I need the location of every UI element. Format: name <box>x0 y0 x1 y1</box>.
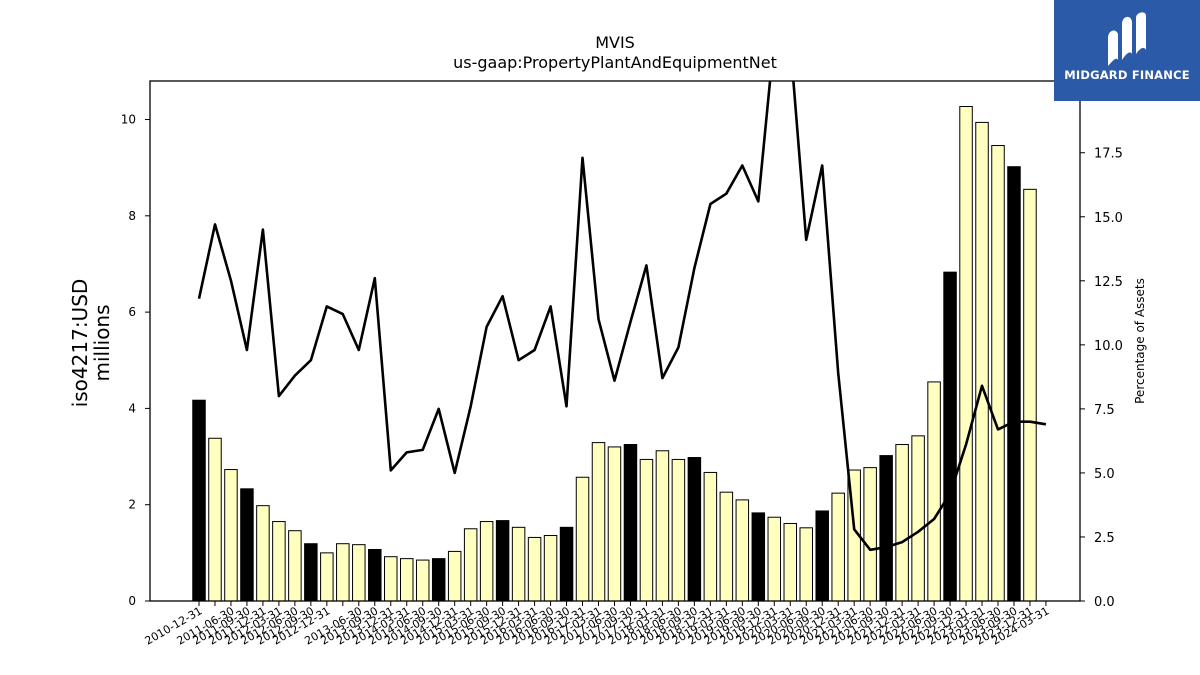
right-axis-label: Percentage of Assets <box>1133 278 1147 404</box>
bar <box>575 476 590 602</box>
bar <box>607 446 622 602</box>
y2-tick-label: 0.0 <box>1094 595 1115 610</box>
bar <box>336 543 350 602</box>
bar <box>272 521 286 602</box>
bar <box>431 558 446 602</box>
bar <box>639 458 654 602</box>
line-series-group <box>197 81 1047 552</box>
y-tick-label: 8 <box>128 209 136 223</box>
right-axis-ticks: 0.0 2.5 5.0 7.5 10.0 12.5 15.0 17.5 <box>1080 147 1123 610</box>
bar <box>559 526 574 602</box>
chart-subtitle: us-gaap:PropertyPlantAndEquipmentNet <box>453 53 777 72</box>
bar <box>815 510 829 602</box>
bar <box>927 381 941 602</box>
logo-mark-icon <box>1108 12 1146 66</box>
left-axis-label: iso4217:USDmillions <box>68 279 114 408</box>
y-tick-label: 6 <box>128 305 136 319</box>
bar <box>1023 188 1037 602</box>
bar <box>623 444 638 602</box>
bar <box>368 548 382 602</box>
bar <box>959 106 973 602</box>
y2-tick-label: 7.5 <box>1094 403 1115 418</box>
bar <box>240 488 254 602</box>
left-axis-label-line: millions <box>90 304 114 381</box>
bar <box>543 535 558 602</box>
bar <box>288 530 302 602</box>
y2-tick-label: 10.0 <box>1094 339 1123 354</box>
bar <box>256 505 270 602</box>
bar <box>943 271 957 602</box>
percentage-line <box>197 81 1047 552</box>
bar <box>831 492 845 602</box>
bar <box>799 527 813 602</box>
plot-frame <box>149 80 1081 602</box>
bar <box>591 442 606 602</box>
bar <box>463 528 478 602</box>
bar <box>208 437 222 602</box>
y-tick-label: 10 <box>121 113 136 127</box>
brand-logo: MIDGARD FINANCE <box>1054 0 1200 101</box>
bar <box>719 491 734 602</box>
bar <box>415 559 430 602</box>
bar <box>735 499 750 602</box>
y2-tick-label: 17.5 <box>1094 147 1123 162</box>
bar <box>224 469 238 602</box>
bar <box>879 455 893 602</box>
chart-title: MVIS <box>595 33 635 52</box>
bar-group <box>192 106 1037 602</box>
bar <box>399 558 414 602</box>
bar <box>703 471 718 602</box>
bar <box>671 458 686 602</box>
bar <box>1007 166 1021 602</box>
x-axis-ticks: 2010-12-312011-06-302011-09-302011-12-31… <box>143 601 1051 648</box>
y2-tick-label: 5.0 <box>1094 467 1115 482</box>
bar <box>320 552 334 602</box>
y-tick-label: 2 <box>128 498 136 512</box>
bar <box>479 521 494 602</box>
bar <box>975 121 989 602</box>
bar <box>304 543 318 602</box>
left-axis-ticks: 0 2 4 6 8 10 <box>121 113 150 608</box>
left-axis-label-line: iso4217:USD <box>68 279 92 408</box>
bar <box>911 435 925 602</box>
logo-text: MIDGARD FINANCE <box>1064 68 1190 82</box>
bar <box>767 516 782 602</box>
bar <box>192 399 206 602</box>
y-tick-label: 4 <box>128 401 136 415</box>
bar <box>384 556 398 602</box>
bar <box>895 444 909 602</box>
bar <box>687 457 702 602</box>
y2-tick-label: 12.5 <box>1094 275 1123 290</box>
bar <box>783 522 798 602</box>
bar <box>751 512 766 602</box>
bar <box>991 145 1005 602</box>
bar <box>527 536 542 602</box>
y2-tick-label: 15.0 <box>1094 211 1123 226</box>
bar <box>352 544 366 602</box>
bar <box>495 520 510 602</box>
bar <box>511 526 526 602</box>
bar <box>863 467 877 602</box>
y-tick-label: 0 <box>128 594 136 608</box>
y2-tick-label: 2.5 <box>1094 531 1115 546</box>
bar <box>447 550 462 602</box>
bar <box>655 450 670 602</box>
